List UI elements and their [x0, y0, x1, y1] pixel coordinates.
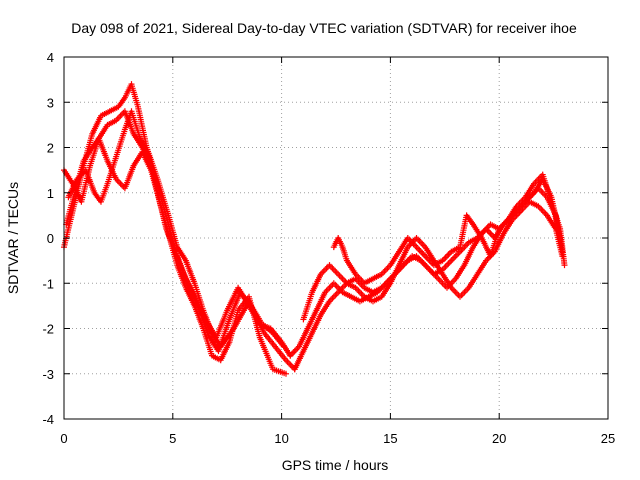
- series-trace-7: [300, 198, 566, 323]
- data-point-markers: [291, 185, 566, 373]
- y-axis-label: SDTVAR / TECUs: [5, 182, 21, 294]
- data-points: [61, 81, 568, 377]
- y-tick-label: -2: [42, 322, 54, 337]
- series-trace-8: [330, 176, 564, 287]
- y-tick-label: 3: [47, 95, 54, 110]
- y-tick-label: -3: [42, 367, 54, 382]
- x-tick-label: 25: [601, 431, 615, 446]
- axis-ticks: 0 5 10 15 20 25 -4 -3 -2 -1 0 1 2 3 4: [42, 50, 615, 446]
- series-trace-6: [291, 185, 566, 373]
- x-tick-label: 20: [492, 431, 506, 446]
- data-point-markers: [330, 176, 564, 287]
- y-tick-label: 0: [47, 231, 54, 246]
- x-tick-label: 15: [383, 431, 397, 446]
- data-point-markers: [65, 108, 287, 355]
- y-tick-label: -1: [42, 276, 54, 291]
- data-point-markers: [61, 135, 289, 377]
- series-trace-3: [61, 135, 289, 377]
- x-tick-label: 10: [274, 431, 288, 446]
- x-tick-label: 0: [60, 431, 67, 446]
- data-point-markers: [300, 198, 566, 323]
- y-tick-label: -4: [42, 412, 54, 427]
- series-trace-4: [65, 108, 287, 355]
- y-tick-label: 4: [47, 50, 54, 65]
- y-tick-label: 2: [47, 141, 54, 156]
- x-tick-label: 5: [169, 431, 176, 446]
- y-tick-label: 1: [47, 186, 54, 201]
- x-axis-label: GPS time / hours: [282, 457, 389, 473]
- chart-title: Day 098 of 2021, Sidereal Day-to-day VTE…: [71, 20, 577, 36]
